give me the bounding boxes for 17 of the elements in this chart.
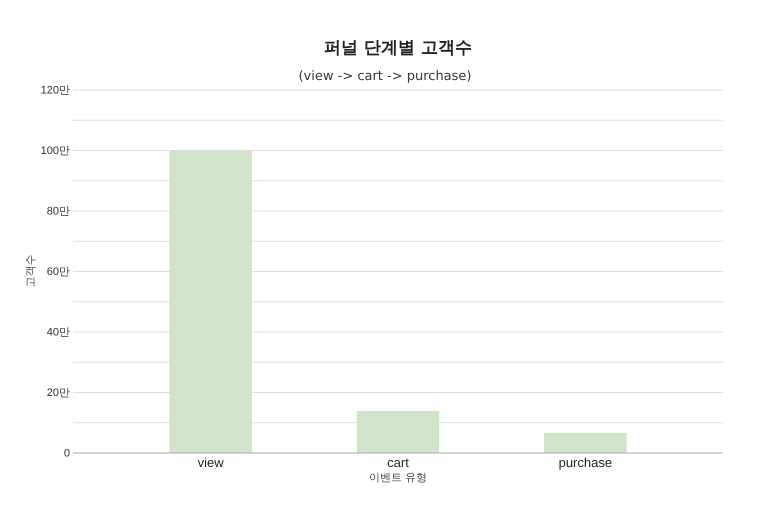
x-axis-title: 이벤트 유형 bbox=[368, 471, 428, 484]
bar bbox=[356, 410, 440, 453]
chart-subtitle: (view -> cart -> purchase) bbox=[298, 69, 472, 84]
y-tick-label: 40만 bbox=[46, 326, 70, 339]
y-tick-label: 120만 bbox=[40, 84, 70, 97]
x-tick-label: purchase bbox=[558, 455, 612, 470]
bar bbox=[544, 433, 627, 453]
x-tick-label: view bbox=[198, 455, 224, 470]
y-tick-label: 60만 bbox=[46, 266, 70, 278]
y-axis-title: 고객수 bbox=[24, 254, 37, 288]
chart-title: 퍼널 단계별 고객수 bbox=[324, 38, 472, 58]
x-tick-label: cart bbox=[387, 455, 410, 470]
y-tick-label: 20만 bbox=[46, 387, 70, 400]
bar bbox=[169, 150, 252, 453]
y-tick-label: 100만 bbox=[40, 145, 70, 158]
y-tick-label: 0 bbox=[64, 448, 70, 460]
y-tick-label: 80만 bbox=[46, 206, 70, 218]
